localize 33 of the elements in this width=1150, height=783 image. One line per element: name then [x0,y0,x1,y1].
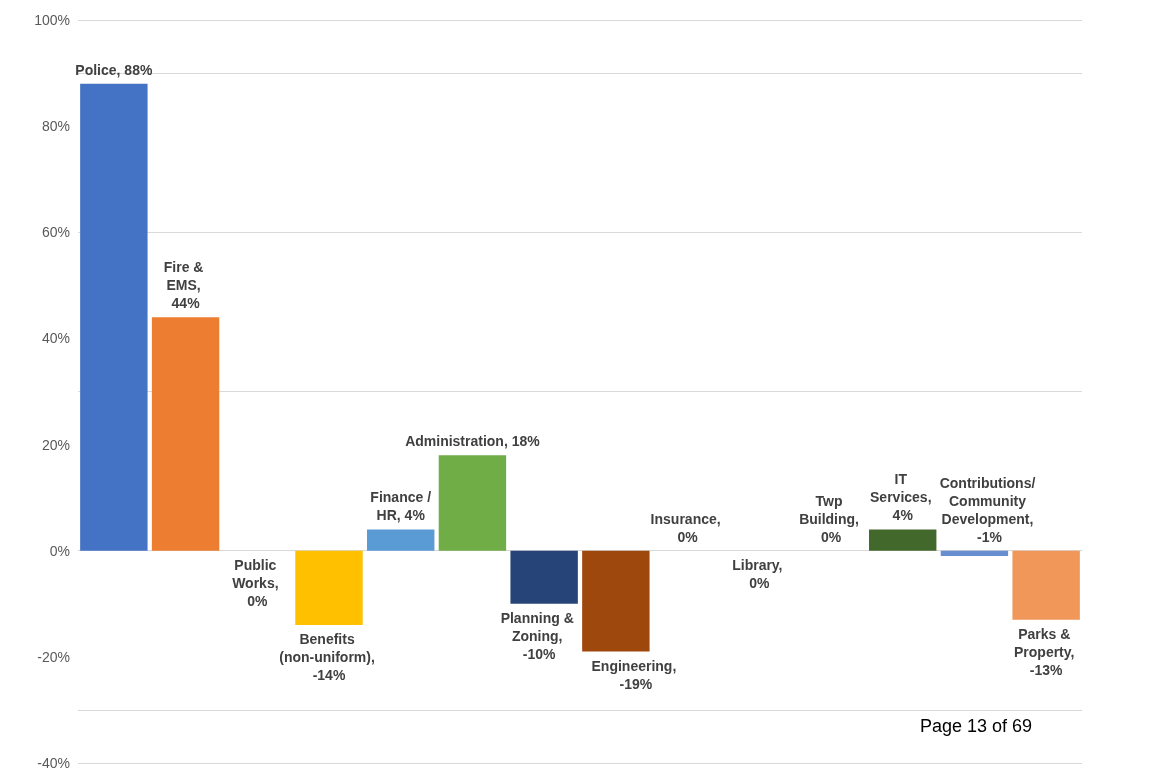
y-tick-label: 80% [41,118,70,135]
data-label: Administration, 18% [405,433,541,450]
y-tick-label: 20% [41,436,70,453]
bar [151,317,220,551]
data-label: Planning & Zoning, -10% [500,609,578,662]
y-tick-label: 40% [41,330,70,347]
bar [295,550,363,626]
data-label: Library, 0% [732,556,787,591]
bar [1012,550,1080,620]
y-tick-label: 0% [49,542,70,559]
y-tick-label: -20% [37,648,70,665]
bar [940,550,1009,557]
y-tick-label: -40% [37,755,70,771]
data-label: Benefits (non-uniform), -14% [279,631,379,684]
data-label: Public Works, 0% [232,556,283,609]
data-label: Contributions/ Community Development, -1% [939,474,1040,545]
data-label: IT Services, 4% [870,471,936,524]
bar [510,550,578,604]
data-label: Twp Building, 0% [799,492,863,545]
data-label: Finance /HR, 4% [370,489,432,524]
data-label: Engineering, -19% [591,657,681,692]
data-label: Parks & Property, -13% [1013,625,1079,678]
data-label: Insurance, 0% [650,510,725,545]
annotation: Page 13 of 69 [919,716,1033,736]
bar [582,550,650,652]
data-label: Police, 88% [75,61,153,78]
y-tick-label: 100% [34,12,70,28]
bar [80,83,148,551]
bar [367,529,435,551]
bar [869,529,937,551]
y-tick-label: 60% [41,224,70,241]
data-label: Fire & EMS, 44% [163,259,208,312]
bar [438,455,507,551]
